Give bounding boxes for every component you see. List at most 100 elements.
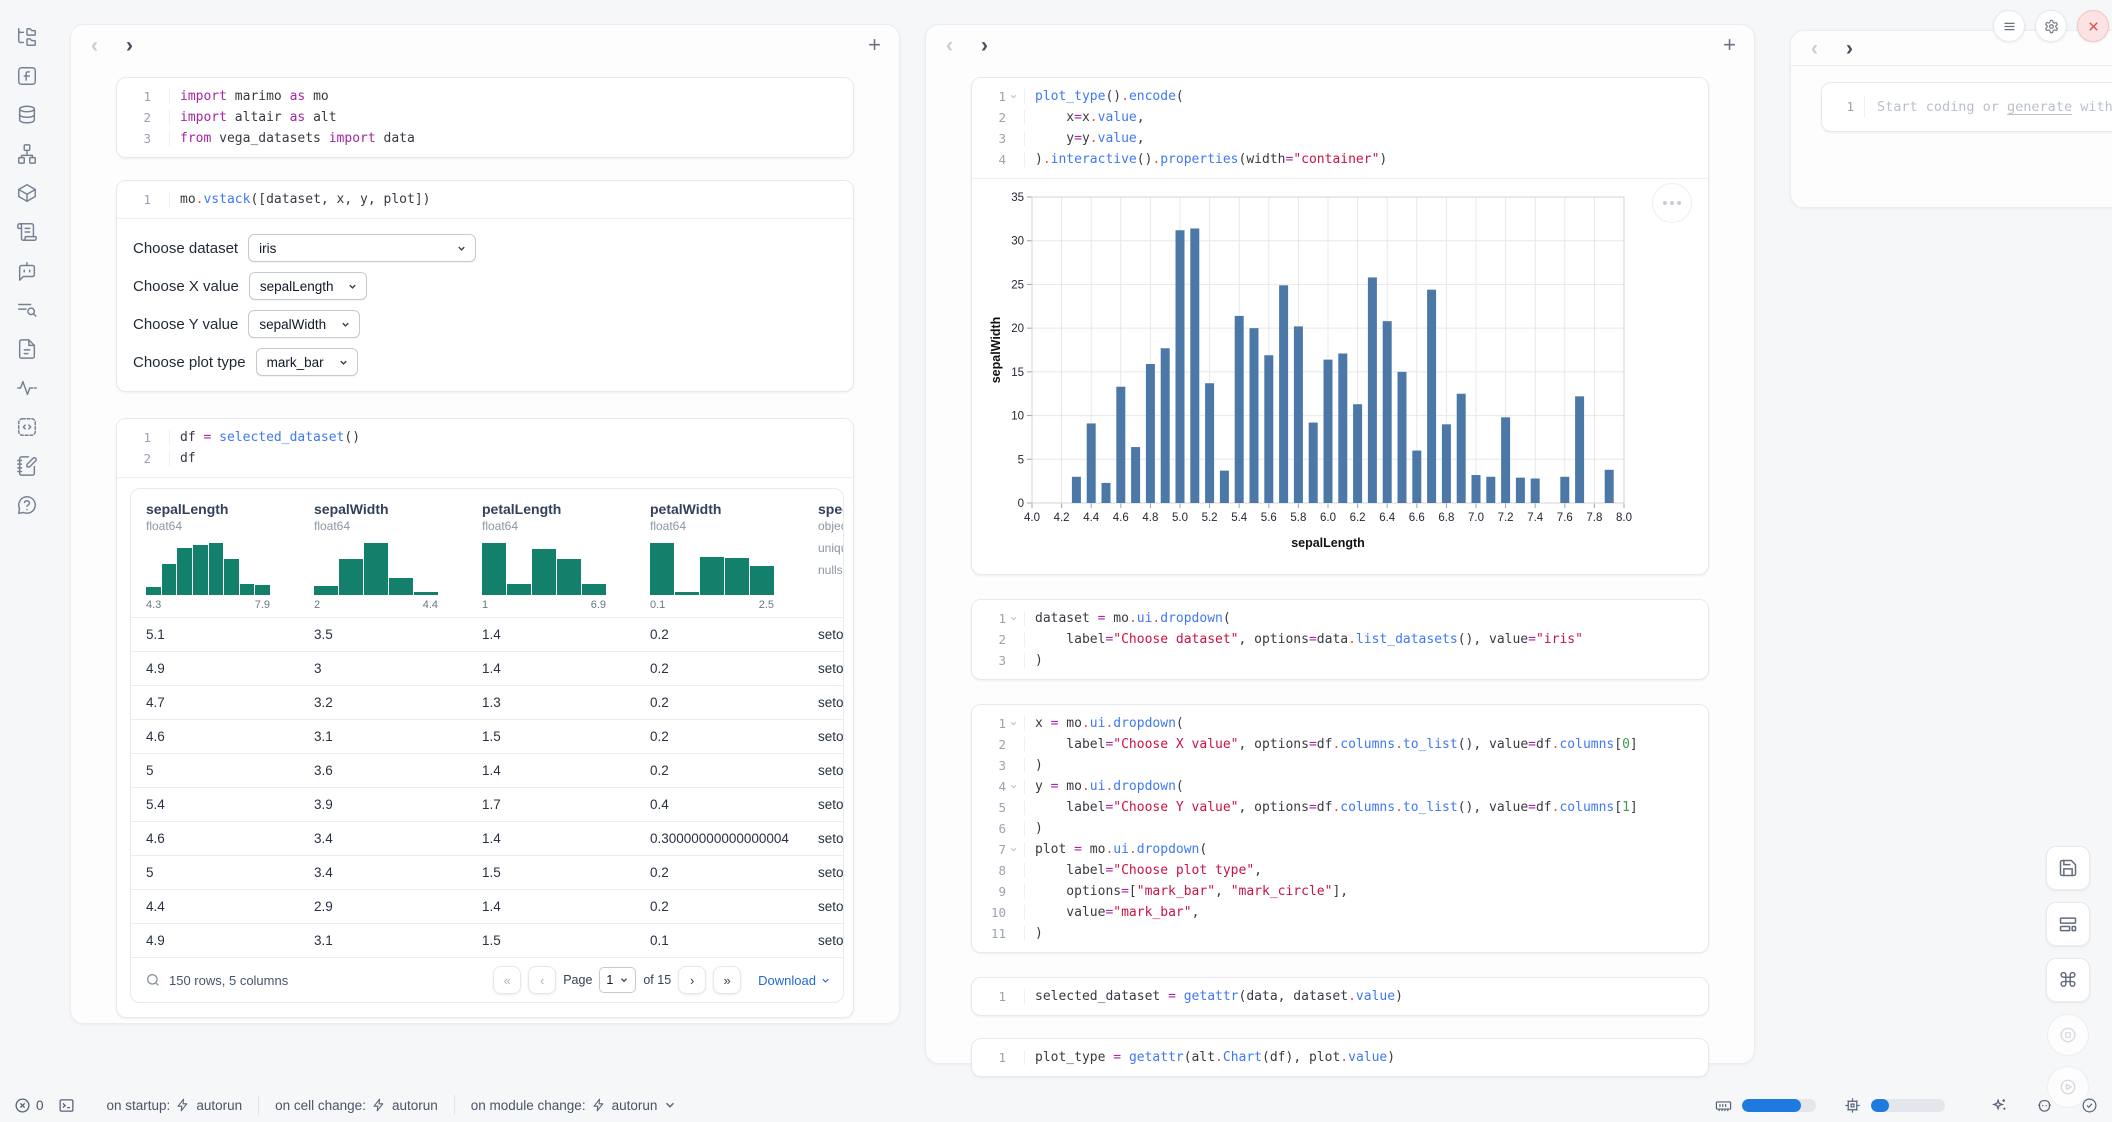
choose-y-value-select[interactable]: sepalWidth — [248, 310, 360, 338]
packages-icon[interactable] — [16, 182, 40, 206]
functions-icon[interactable] — [16, 65, 40, 89]
code-editor-selected[interactable]: 1selected_dataset = getattr(data, datase… — [972, 978, 1708, 1015]
table-cell: 1.3 — [467, 695, 635, 710]
previous-page-button[interactable]: ‹ — [528, 966, 556, 994]
line-number: 1 — [976, 611, 1006, 626]
choose-plot-type-select[interactable]: mark_bar — [256, 348, 358, 376]
code-line: 5 label="Choose Y value", options=df.col… — [976, 797, 1698, 818]
line-number: 3 — [976, 653, 1006, 668]
next-page-button[interactable]: › — [678, 966, 706, 994]
connection-status-button[interactable] — [2081, 1097, 2098, 1114]
table-cell: 0.2 — [635, 661, 803, 676]
svg-text:25: 25 — [1011, 279, 1024, 291]
file-explorer-icon[interactable] — [16, 26, 40, 50]
page-count-label: of 15 — [643, 973, 671, 987]
save-button[interactable] — [2046, 846, 2090, 890]
page-select[interactable]: 1 — [599, 967, 636, 993]
dependency-graph-icon[interactable] — [16, 143, 40, 167]
choose-dataset-select[interactable]: iris — [248, 234, 476, 262]
table-row: 4.63.41.40.30000000000000004setosa — [131, 821, 843, 855]
empty-code-cell[interactable]: 1 Start coding or generate with AI — [1821, 82, 2112, 132]
autorun-setting[interactable]: on startup:autorun — [91, 1095, 259, 1115]
table-cell: 0.2 — [635, 627, 803, 642]
choose-x-value-select[interactable]: sepalLength — [249, 272, 368, 300]
terminal-button[interactable] — [58, 1097, 75, 1114]
documentation-icon[interactable] — [16, 338, 40, 362]
column-back-icon[interactable]: ‹ — [89, 35, 100, 56]
shutdown-button[interactable] — [2077, 10, 2109, 42]
dataframe-output: sepalLengthfloat644.37.9sepalWidthfloat6… — [117, 478, 853, 1017]
column-back-icon[interactable]: ‹ — [1809, 38, 1820, 59]
code-editor-dataframe[interactable]: 1df = selected_dataset()2df — [117, 419, 853, 478]
help-icon[interactable] — [16, 494, 40, 518]
download-button[interactable]: Download — [758, 973, 831, 988]
fold-caret-icon[interactable] — [1006, 782, 1020, 791]
autorun-setting[interactable]: on module change:autorun — [454, 1095, 694, 1115]
table-column-header[interactable]: petalLengthfloat6416.9 — [467, 501, 635, 617]
column-forward-icon[interactable]: › — [124, 35, 135, 56]
logs-icon[interactable] — [16, 221, 40, 245]
notebook-menu-button[interactable] — [1993, 10, 2025, 42]
outline-icon[interactable] — [16, 299, 40, 323]
ai-generate-link[interactable]: generate — [2007, 99, 2072, 115]
data-sources-icon[interactable] — [16, 104, 40, 128]
cpu-icon — [1844, 1097, 1861, 1114]
svg-text:4.0: 4.0 — [1024, 512, 1040, 524]
ai-chat-icon[interactable] — [16, 260, 40, 284]
table-column-header[interactable]: petalWidthfloat640.12.5 — [635, 501, 803, 617]
table-cell: setosa — [803, 831, 843, 846]
select-value: sepalWidth — [259, 317, 326, 332]
add-cell-button[interactable]: + — [1723, 32, 1736, 58]
svg-text:4.6: 4.6 — [1113, 512, 1129, 524]
table-cell: 0.2 — [635, 729, 803, 744]
settings-button[interactable] — [2035, 10, 2067, 42]
search-icon[interactable] — [145, 972, 161, 988]
setting-label: on cell change: — [275, 1098, 366, 1113]
save-icon — [2058, 858, 2078, 878]
table-row: 4.931.40.2setosa — [131, 651, 843, 685]
svg-text:4.4: 4.4 — [1083, 512, 1100, 524]
table-column-header[interactable]: sepalWidthfloat6424.4 — [299, 501, 467, 617]
chart-actions-menu[interactable] — [1652, 183, 1692, 223]
code-cell-vstack: 1mo.vstack([dataset, x, y, plot]) Choose… — [116, 180, 854, 392]
fold-caret-icon[interactable] — [1006, 92, 1020, 101]
ai-sparkles-button[interactable] — [1991, 1097, 2008, 1114]
svg-text:5.6: 5.6 — [1261, 512, 1277, 524]
autorun-setting[interactable]: on cell change:autorun — [258, 1095, 454, 1115]
table-cell: setosa — [803, 865, 843, 880]
column-forward-icon[interactable]: › — [1844, 38, 1855, 59]
stop-button[interactable] — [2047, 1014, 2089, 1056]
error-counter[interactable]: 0 — [14, 1097, 44, 1114]
error-count-value: 0 — [36, 1098, 44, 1113]
table-cell: 0.1 — [635, 933, 803, 948]
line-number: 1 — [976, 989, 1006, 1004]
code-editor-vstack[interactable]: 1mo.vstack([dataset, x, y, plot]) — [117, 181, 853, 219]
column-forward-icon[interactable]: › — [979, 35, 990, 56]
code-editor-plot[interactable]: 1plot_type().encode(2 x=x.value,3 y=y.va… — [972, 78, 1708, 179]
code-line: 3) — [976, 755, 1698, 776]
fold-caret-icon[interactable] — [1006, 845, 1020, 854]
code-editor-xy[interactable]: 1x = mo.ui.dropdown(2 label="Choose X va… — [972, 705, 1708, 952]
floating-actions: ⌘ — [2046, 846, 2090, 1118]
tracing-icon[interactable] — [16, 377, 40, 401]
copilot-button[interactable] — [2036, 1097, 2053, 1114]
code-editor-imports[interactable]: 1import marimo as mo2import altair as al… — [117, 78, 853, 157]
command-palette-button[interactable]: ⌘ — [2046, 958, 2090, 1002]
column-back-icon[interactable]: ‹ — [944, 35, 955, 56]
table-cell: 0.4 — [635, 797, 803, 812]
fold-caret-icon[interactable] — [1006, 719, 1020, 728]
code-line: 1mo.vstack([dataset, x, y, plot]) — [121, 189, 843, 210]
layout-toggle-button[interactable] — [2046, 902, 2090, 946]
add-cell-button[interactable]: + — [868, 32, 881, 58]
table-column-header[interactable]: speciesobjectunique:nulls: — [803, 501, 843, 617]
fold-caret-icon[interactable] — [1006, 614, 1020, 623]
copilot-icon — [2036, 1097, 2053, 1114]
first-page-button[interactable]: « — [493, 966, 521, 994]
svg-text:7.0: 7.0 — [1468, 512, 1484, 524]
snippets-icon[interactable] — [16, 416, 40, 440]
code-editor-plottype[interactable]: 1plot_type = getattr(alt.Chart(df), plot… — [972, 1039, 1708, 1076]
table-column-header[interactable]: sepalLengthfloat644.37.9 — [131, 501, 299, 617]
code-editor-dataset[interactable]: 1dataset = mo.ui.dropdown(2 label="Choos… — [972, 600, 1708, 679]
scratchpad-icon[interactable] — [16, 455, 40, 479]
last-page-button[interactable]: » — [713, 966, 741, 994]
